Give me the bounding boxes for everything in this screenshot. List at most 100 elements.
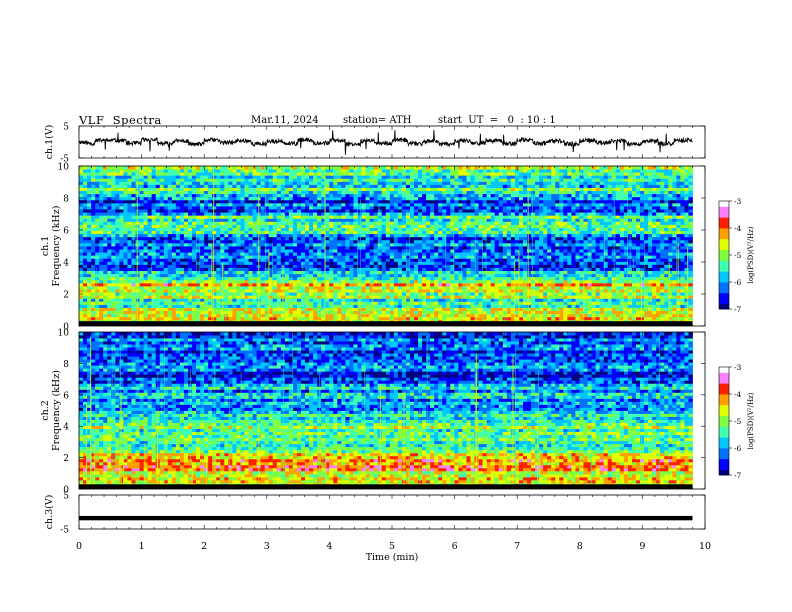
ch1-spectrogram-cell	[103, 258, 108, 262]
ch1-spectrogram-cell	[426, 227, 431, 232]
ch1-spectrogram-cell	[450, 304, 455, 308]
ch1-spectrogram-cell	[490, 230, 496, 235]
ch1-spectrogram-cell	[409, 316, 415, 321]
ch1-spectrogram-cell	[111, 289, 116, 293]
ch1-spectrogram-cell	[490, 316, 496, 321]
ch1-spectrogram-cell	[401, 242, 407, 247]
ch1-spectrogram-cell	[490, 252, 496, 256]
ch1-spectrogram-cell	[583, 307, 588, 312]
ch1-spectrogram-cell	[292, 292, 298, 296]
ch1-spectrogram-cell	[672, 295, 677, 299]
ch1-spectrogram-cell	[353, 286, 358, 290]
ch1-spectrogram-cell	[87, 233, 92, 238]
ch1-spectrogram-cell	[527, 286, 532, 290]
ch1-spectrogram-cell	[155, 313, 161, 318]
ch1-spectrogram-cell	[248, 249, 253, 253]
ch1-spectrogram-cell	[656, 246, 661, 250]
ch1-spectrogram-cell	[107, 304, 112, 308]
ch1-spectrogram-cell	[470, 279, 475, 284]
ch1-spectrogram-cell	[385, 295, 391, 299]
ch1-spectrogram-cell	[648, 239, 653, 244]
ch1-spectrogram-cell	[680, 255, 685, 259]
ch1-spectrogram-cell	[377, 276, 383, 281]
ch1-spectrogram-cell	[200, 255, 205, 259]
ch1-spectrogram-cell	[498, 264, 504, 268]
ch1-spectrogram-cell	[192, 304, 197, 308]
ch1-spectrogram-cell	[224, 249, 229, 253]
ch1-spectrogram-cell	[244, 310, 249, 315]
ch1-spectrogram-cell	[442, 279, 447, 284]
ch1-spectrogram-cell	[91, 264, 96, 268]
ch1-spectrogram-cell	[337, 264, 342, 268]
ch1-spectrogram-cell	[349, 273, 354, 278]
ch1-spectrogram-cell	[204, 264, 209, 268]
ch1-spectrogram-cell	[248, 273, 253, 278]
ch1-spectrogram-cell	[95, 227, 100, 232]
ch1-spectrogram-cell	[159, 310, 165, 315]
ch1-spectrogram-cell	[619, 298, 625, 302]
ch1-spectrogram-cell	[240, 316, 245, 321]
ch1-spectrogram-cell	[329, 298, 334, 302]
ch1-spectrogram-cell	[119, 267, 124, 272]
ch1-spectrogram-cell	[381, 273, 387, 278]
ch1-spectrogram-cell	[559, 316, 564, 321]
ch1-spectrogram-cell	[163, 316, 169, 321]
ch1-spectrogram-cell	[99, 230, 104, 235]
ch1-spectrogram-cell	[171, 276, 177, 281]
ch1-spectrogram-cell	[95, 246, 100, 250]
ch1-spectrogram-cell	[252, 304, 257, 308]
ch1-spectrogram-cell	[155, 239, 161, 244]
ch1-spectrogram-cell	[413, 286, 419, 290]
ch1-spectrogram-cell	[587, 255, 592, 259]
ch1-spectrogram-cell	[486, 282, 492, 287]
ch1-spectrogram-cell	[79, 289, 84, 293]
ch1-spectrogram-cell	[123, 276, 128, 281]
ch1-spectrogram-cell	[652, 273, 657, 278]
ch1-spectrogram-cell	[349, 246, 354, 250]
ch1-spectrogram-cell	[228, 295, 233, 299]
ch1-spectrogram-cell	[175, 286, 181, 290]
ch1-spectrogram-cell	[139, 276, 144, 281]
ch1-spectrogram-cell	[531, 313, 536, 318]
ch1-spectrogram-cell	[385, 279, 391, 284]
ch1-spectrogram-cell	[175, 282, 181, 287]
ch1-spectrogram-cell	[147, 273, 153, 278]
ch1-spectrogram-cell	[640, 273, 645, 278]
ch1-spectrogram-cell	[171, 282, 177, 287]
ch1-spectrogram-cell	[486, 258, 492, 262]
ch1-spectrogram-cell	[131, 242, 136, 247]
ch1-spectrogram-cell	[204, 252, 209, 256]
ch1-spectrogram-cell	[446, 289, 451, 293]
ch1-spectrogram-cell	[446, 246, 451, 250]
ch1-spectrogram-cell	[276, 264, 282, 268]
ch1-spectrogram-cell	[563, 289, 568, 293]
ch1-spectrogram-cell	[321, 270, 326, 275]
ch1-spectrogram-cell	[559, 246, 564, 250]
ch1-spectrogram-cell	[599, 279, 605, 284]
ch1-spectrogram-cell	[349, 310, 354, 315]
ch1-spectrogram-cell	[442, 252, 447, 256]
ch1-spectrogram-cell	[228, 279, 233, 284]
ch1-spectrogram-cell	[208, 316, 213, 321]
ch1-spectrogram-cell	[200, 307, 205, 312]
ch1-spectrogram-cell	[357, 289, 362, 293]
ch1-spectrogram-cell	[123, 267, 128, 272]
ch1-spectrogram-cell	[393, 249, 399, 253]
ch1-spectrogram-cell	[644, 255, 649, 259]
ch1-spectrogram-cell	[83, 270, 88, 275]
ch1-spectrogram-cell	[547, 301, 552, 305]
ch1-spectrogram-cell	[575, 295, 580, 299]
ch1-spectrogram-cell	[615, 270, 621, 275]
ch1-spectrogram-cell	[567, 295, 572, 299]
ch1-spectrogram-cell	[167, 310, 173, 315]
ch1-spectrogram-cell	[341, 298, 346, 302]
ch1-spectrogram-cell	[123, 252, 128, 256]
ch1-spectrogram-cell	[397, 230, 403, 235]
ch1-spectrogram-cell	[422, 249, 427, 253]
ch1-spectrogram-cell	[640, 255, 645, 259]
ch1-spectrogram-cell	[684, 282, 689, 287]
ch1-spectrogram-cell	[635, 310, 641, 315]
ch1-spectrogram-cell	[672, 233, 677, 238]
ch1-spectrogram-cell	[535, 227, 540, 232]
ch1-spectrogram-cell	[159, 255, 165, 259]
